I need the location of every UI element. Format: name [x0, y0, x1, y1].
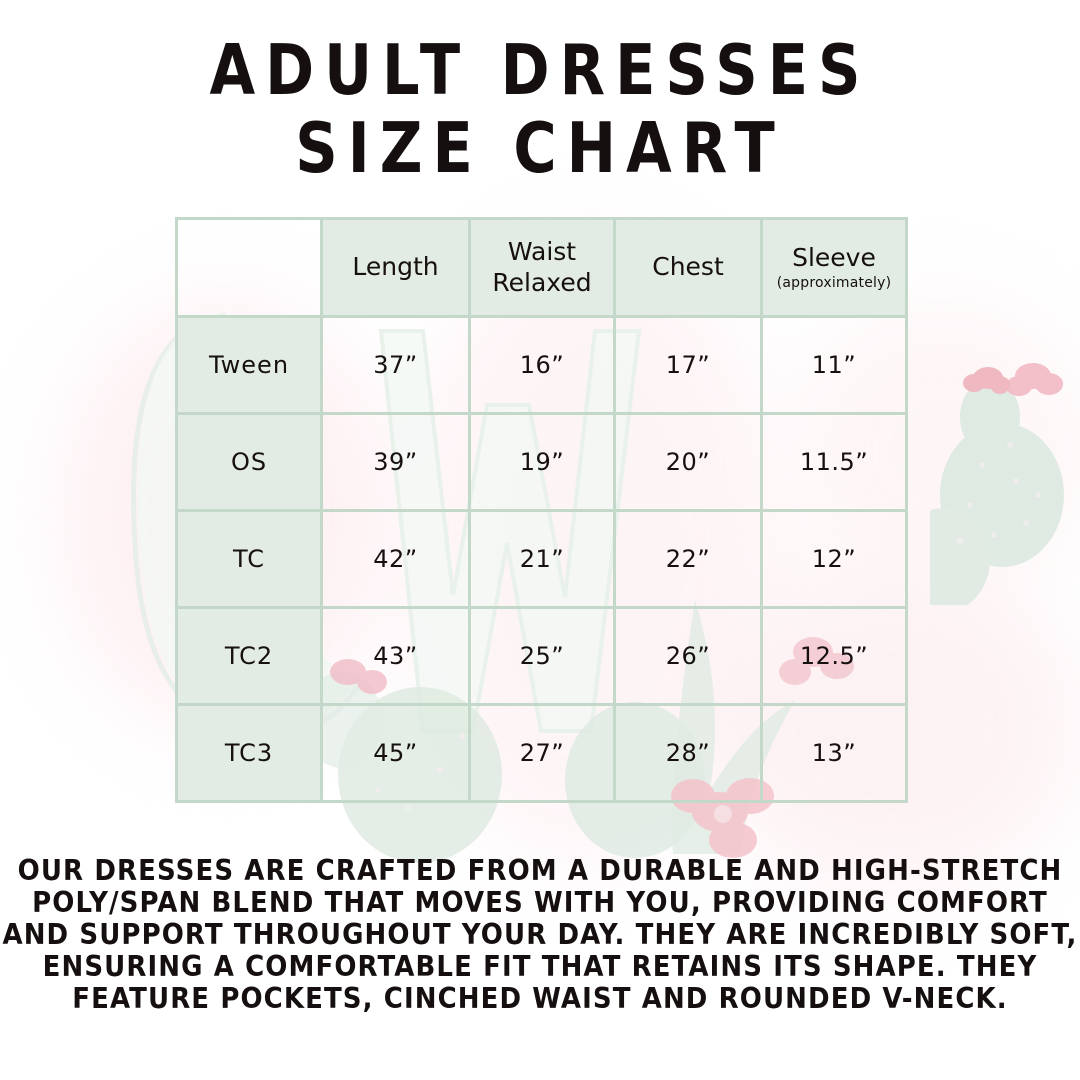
- column-header-waist-relaxed: Waist Relaxed: [468, 217, 616, 318]
- bud-watermark-top-right: [1006, 363, 1063, 396]
- table-row: TC3 45” 27” 28” 13”: [175, 703, 908, 803]
- table-row: TC 42” 21” 22” 12”: [175, 509, 908, 609]
- table-row: Tween 37” 16” 17” 11”: [175, 315, 908, 415]
- cell-sleeve: 12.5”: [760, 606, 908, 706]
- size-chart-table: Length Waist Relaxed Chest Sleeve (appro…: [175, 217, 908, 803]
- row-label-size: OS: [175, 412, 323, 512]
- row-label-size: TC2: [175, 606, 323, 706]
- title-line-primary: ADULT DRESSES: [209, 29, 871, 111]
- column-header-sleeve: Sleeve (approximately): [760, 217, 908, 318]
- product-description: OUR DRESSES ARE CRAFTED FROM A DURABLE A…: [0, 854, 1080, 1016]
- column-header-sleeve-main: Sleeve: [792, 242, 876, 272]
- column-header-waist-line1: Waist: [507, 237, 577, 266]
- cactus-watermark-right: [930, 367, 1064, 605]
- description-line-1: OUR DRESSES ARE CRAFTED FROM A DURABLE A…: [17, 854, 1063, 888]
- column-header-chest: Chest: [613, 217, 763, 318]
- row-label-size: TC: [175, 509, 323, 609]
- cell-length: 45”: [320, 703, 471, 803]
- title-line-secondary: SIZE CHART: [295, 106, 785, 189]
- column-header-waist-line2: Relaxed: [492, 267, 592, 297]
- row-label-size: TC3: [175, 703, 323, 803]
- page-title: ADULT DRESSES SIZE CHART: [0, 29, 1080, 184]
- cell-waist-relaxed: 27”: [468, 703, 616, 803]
- cell-sleeve: 11”: [760, 315, 908, 415]
- cell-chest: 22”: [613, 509, 763, 609]
- cell-waist-relaxed: 21”: [468, 509, 616, 609]
- description-line-4: ENSURING A COMFORTABLE FIT THAT RETAINS …: [42, 950, 1038, 984]
- cell-waist-relaxed: 19”: [468, 412, 616, 512]
- cell-waist-relaxed: 25”: [468, 606, 616, 706]
- cell-chest: 26”: [613, 606, 763, 706]
- cell-chest: 20”: [613, 412, 763, 512]
- cell-waist-relaxed: 16”: [468, 315, 616, 415]
- table-row: OS 39” 19” 20” 11.5”: [175, 412, 908, 512]
- row-label-size: Tween: [175, 315, 323, 415]
- table-corner-blank: [175, 217, 323, 318]
- description-line-5: FEATURE POCKETS, CINCHED WAIST AND ROUND…: [72, 982, 1008, 1016]
- cell-length: 39”: [320, 412, 471, 512]
- cell-sleeve: 13”: [760, 703, 908, 803]
- description-line-3: AND SUPPORT THROUGHOUT YOUR DAY. THEY AR…: [2, 918, 1078, 952]
- table-header-row: Length Waist Relaxed Chest Sleeve (appro…: [175, 217, 908, 318]
- description-line-2: POLY/SPAN BLEND THAT MOVES WITH YOU, PRO…: [32, 886, 1048, 920]
- column-header-length: Length: [320, 217, 471, 318]
- cell-length: 43”: [320, 606, 471, 706]
- cell-chest: 28”: [613, 703, 763, 803]
- cell-length: 37”: [320, 315, 471, 415]
- cell-length: 42”: [320, 509, 471, 609]
- cell-sleeve: 12”: [760, 509, 908, 609]
- cell-sleeve: 11.5”: [760, 412, 908, 512]
- column-header-sleeve-sub: (approximately): [776, 275, 892, 292]
- table-row: TC2 43” 25” 26” 12.5”: [175, 606, 908, 706]
- cell-chest: 17”: [613, 315, 763, 415]
